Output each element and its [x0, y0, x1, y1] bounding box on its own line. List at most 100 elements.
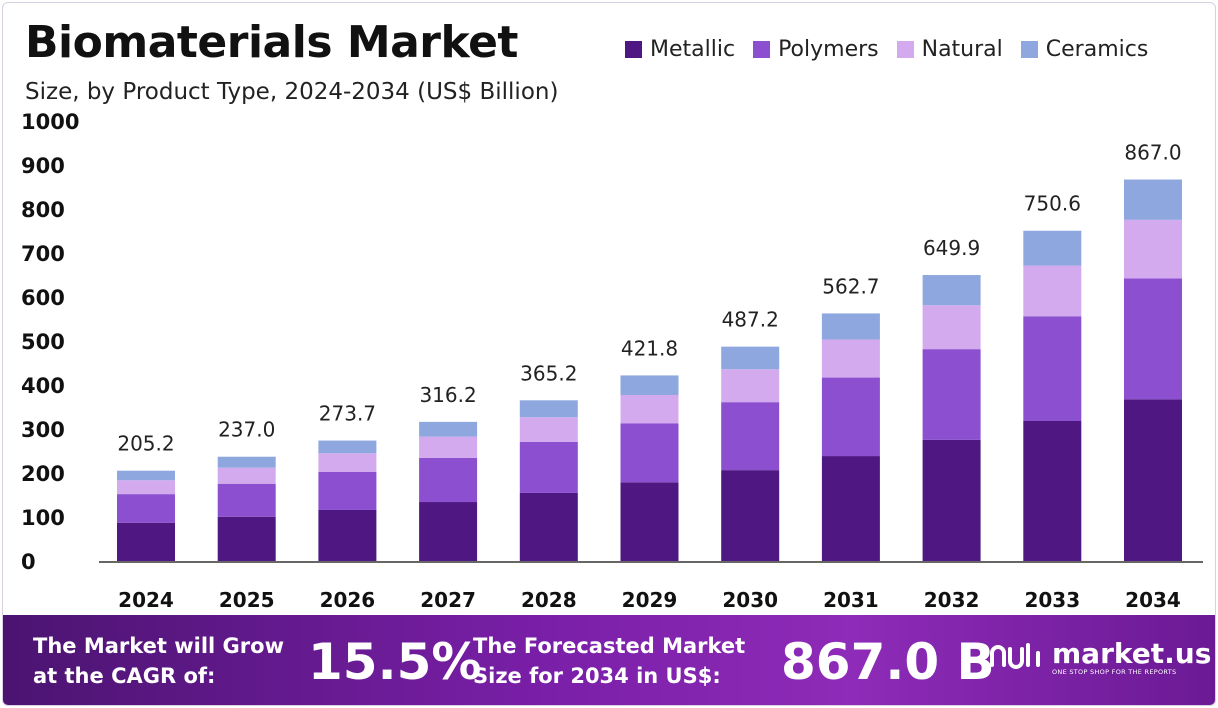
legend-swatch-natural — [896, 41, 914, 58]
brand-name: market.us — [1052, 637, 1212, 670]
bar-segment-metallic — [117, 522, 175, 561]
bar-segment-natural — [1124, 219, 1182, 279]
bar-total-label: 867.0 — [1124, 141, 1181, 165]
legend-label-polymers: Polymers — [778, 37, 879, 62]
bar-segment-polymers — [419, 457, 478, 503]
chart-title: Biomaterials Market — [25, 17, 518, 68]
y-tick-label: 300 — [21, 418, 65, 442]
bar-segment-natural — [1023, 265, 1082, 317]
bar-segment-polymers — [620, 423, 679, 483]
brand-tagline: ONE STOP SHOP FOR THE REPORTS — [1052, 668, 1177, 676]
bar-segment-polymers — [117, 494, 175, 523]
x-tick-label: 2030 — [722, 588, 778, 612]
forecast-value: 867.0 B — [781, 633, 995, 691]
y-tick-label: 700 — [21, 242, 65, 266]
chart-subtitle: Size, by Product Type, 2024-2034 (US$ Bi… — [25, 79, 559, 105]
bar-segment-polymers — [318, 471, 377, 510]
legend-item-natural: Natural — [896, 37, 1003, 62]
x-tick-label: 2031 — [823, 588, 879, 612]
bar-segment-metallic — [519, 492, 578, 561]
bar-segment-ceramics — [117, 470, 175, 481]
y-tick-label: 800 — [21, 198, 65, 222]
bar-chart: 0 100 200 300 400 500 600 700 800 900 1000 205.2 202… — [21, 110, 1203, 612]
bar-segment-polymers — [922, 349, 981, 440]
market-us-logo-icon — [990, 642, 1040, 669]
forecast-label-line2: Size for 2034 in US$: — [473, 664, 721, 688]
legend-label-ceramics: Ceramics — [1045, 37, 1149, 62]
bar-segment-ceramics — [821, 313, 880, 340]
chart-legend: Metallic Polymers Natural Ceramics — [625, 37, 1148, 62]
bar-segment-ceramics — [922, 275, 981, 306]
y-tick-label: 500 — [21, 330, 65, 354]
cagr-value: 15.5% — [308, 633, 482, 691]
summary-banner: The Market will Grow at the CAGR of: 15.… — [3, 615, 1215, 705]
bar-segment-ceramics — [419, 421, 478, 437]
x-tick-label: 2029 — [622, 588, 678, 612]
x-tick-label: 2033 — [1024, 588, 1080, 612]
bar-segment-polymers — [721, 402, 780, 471]
bar-segment-metallic — [620, 482, 679, 561]
legend-item-polymers: Polymers — [753, 37, 879, 62]
y-tick-label: 1000 — [21, 110, 79, 134]
y-tick-label: 400 — [21, 374, 65, 398]
bar-segment-metallic — [922, 439, 981, 561]
legend-label-metallic: Metallic — [650, 37, 736, 62]
bar-segment-metallic — [217, 516, 276, 561]
x-tick-label: 2027 — [420, 588, 476, 612]
bar-segment-natural — [821, 339, 880, 378]
bar-total-label: 649.9 — [923, 236, 980, 260]
y-tick-label: 100 — [21, 506, 65, 530]
legend-swatch-ceramics — [1020, 41, 1038, 58]
x-tick-label: 2024 — [118, 588, 174, 612]
bar-segment-ceramics — [1124, 179, 1182, 220]
bar-segment-natural — [419, 436, 478, 458]
bar-total-label: 205.2 — [117, 432, 174, 456]
x-tick-label: 2025 — [219, 588, 275, 612]
bar-segment-polymers — [1023, 316, 1082, 421]
cagr-label-line1: The Market will Grow — [33, 634, 284, 658]
x-tick-label: 2034 — [1125, 588, 1181, 612]
x-tick-label: 2026 — [320, 588, 376, 612]
forecast-label: The Forecasted Market Size for 2034 in U… — [473, 631, 745, 691]
bar-segment-natural — [519, 417, 578, 442]
bar-segment-natural — [217, 467, 276, 484]
bar-segment-metallic — [419, 502, 478, 561]
bar-total-label: 562.7 — [822, 274, 879, 298]
bar-segment-ceramics — [217, 456, 276, 468]
bar-total-label: 316.2 — [419, 383, 476, 407]
bar-segment-metallic — [1023, 420, 1082, 561]
bar-segment-natural — [117, 480, 175, 495]
bar-segment-metallic — [1124, 399, 1182, 561]
legend-label-natural: Natural — [921, 37, 1003, 62]
bar-total-label: 237.0 — [218, 418, 275, 442]
y-tick-label: 0 — [21, 550, 36, 574]
bar-total-label: 273.7 — [319, 402, 376, 426]
bar-segment-natural — [620, 394, 679, 424]
legend-swatch-polymers — [753, 41, 771, 58]
y-tick-label: 600 — [21, 286, 65, 310]
bar-total-label: 365.2 — [520, 361, 577, 385]
bar-total-label: 421.8 — [621, 336, 678, 360]
cagr-label-line2: at the CAGR of: — [33, 664, 216, 688]
bar-segment-polymers — [1124, 278, 1182, 400]
bar-segment-ceramics — [721, 346, 780, 370]
brand-logo: market.us ONE STOP SHOP FOR THE REPORTS — [988, 637, 1211, 676]
y-tick-label: 900 — [21, 154, 65, 178]
bar-segment-polymers — [821, 377, 880, 457]
bar-segment-natural — [318, 453, 377, 472]
legend-swatch-metallic — [625, 41, 642, 58]
forecast-label-line1: The Forecasted Market — [473, 634, 746, 658]
bar-total-label: 750.6 — [1024, 192, 1081, 216]
bar-segment-ceramics — [318, 440, 377, 454]
x-tick-label: 2028 — [521, 588, 577, 612]
bar-segment-polymers — [519, 441, 578, 493]
bar-segment-ceramics — [519, 400, 578, 418]
bar-segment-natural — [721, 369, 780, 403]
bar-segment-natural — [922, 305, 981, 350]
bar-segment-ceramics — [1023, 230, 1082, 266]
bar-segment-metallic — [318, 509, 377, 561]
bar-segment-metallic — [721, 470, 780, 561]
bar-segment-polymers — [217, 483, 276, 517]
legend-item-metallic: Metallic — [625, 37, 735, 62]
